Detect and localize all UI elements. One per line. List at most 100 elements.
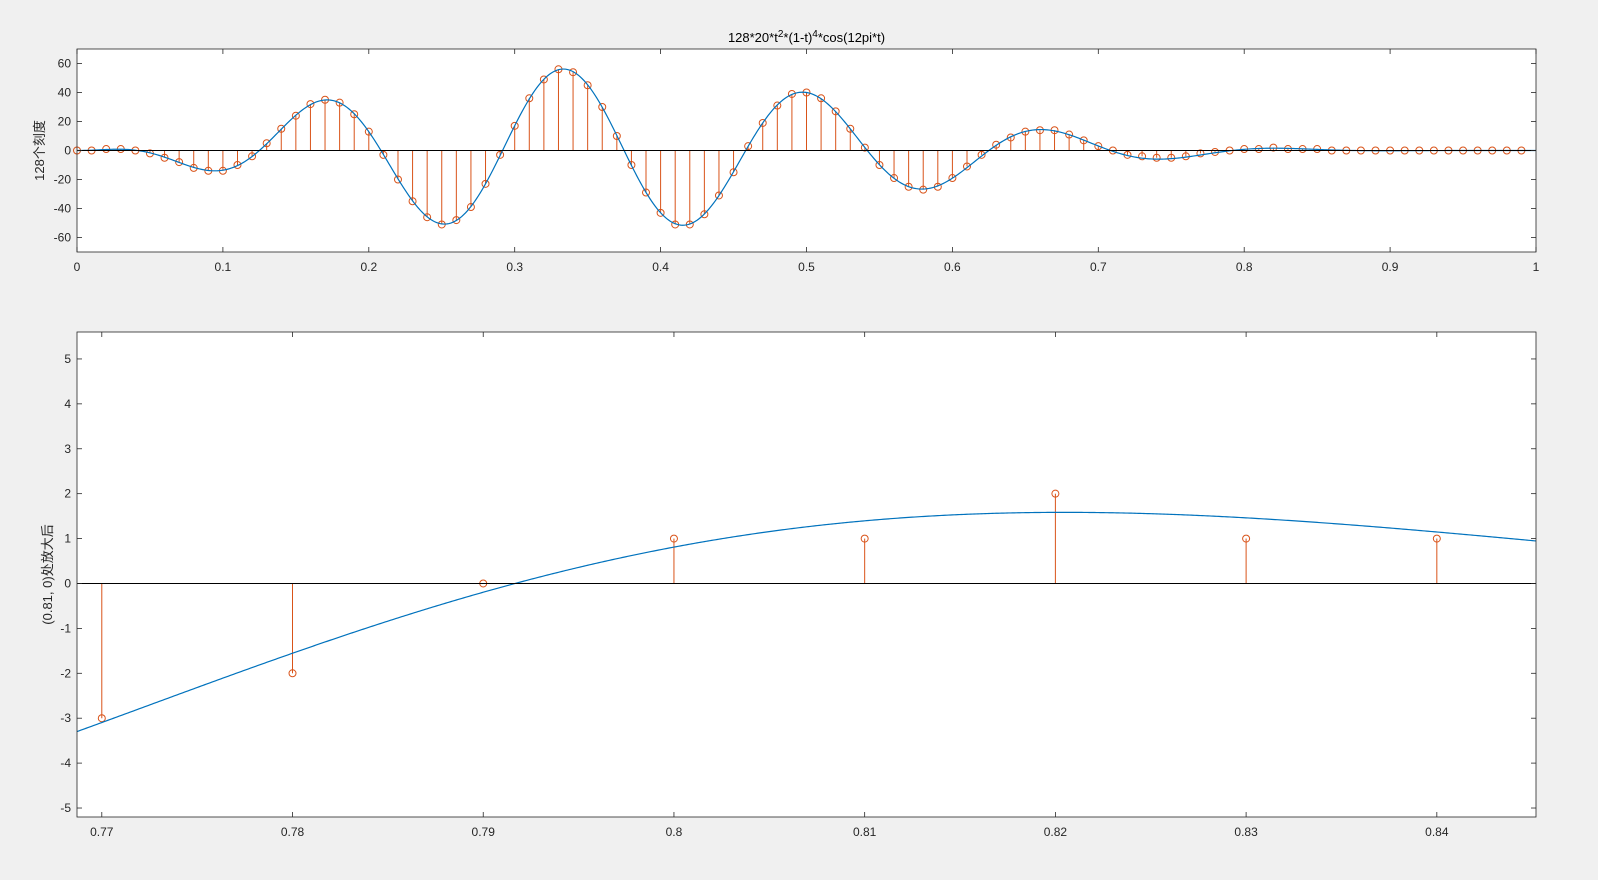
x-tick-label: 0.1 [215, 260, 232, 274]
top-axes: 0 0.1 0.2 0.3 0.4 0.5 0.6 0.7 0.8 0.9 1 -60 -40 -20 0 2… [32, 29, 1540, 275]
stem-marker [1196, 149, 1205, 158]
stem-marker [714, 191, 723, 200]
stem-marker [919, 185, 928, 194]
x-tick-label: 0.82 [1044, 825, 1068, 839]
x-tick-label: 0.83 [1234, 825, 1258, 839]
stem-marker [1432, 534, 1441, 543]
stem-marker [539, 75, 548, 84]
stem-marker [787, 89, 796, 98]
y-tick-label: -4 [60, 756, 71, 770]
top-curve-series [76, 68, 1536, 226]
y-tick-label: 0 [64, 576, 71, 590]
stem-marker [627, 161, 636, 169]
stem-marker [875, 161, 884, 169]
bottom-axes-frame [76, 331, 1537, 818]
stem-marker [700, 210, 709, 219]
y-tick-label: -5 [60, 801, 71, 815]
stem-marker [306, 100, 315, 109]
x-tick-label: 0.7 [1090, 260, 1107, 274]
stem-marker [860, 143, 869, 152]
stem-marker [758, 118, 767, 127]
stem-marker [831, 107, 840, 116]
bottom-curve-series [76, 511, 1537, 733]
stem-marker [1006, 133, 1015, 142]
stem-marker [977, 150, 986, 159]
stem-marker [1051, 489, 1060, 498]
stem-marker [97, 714, 106, 723]
y-tick-label: -60 [54, 231, 72, 245]
stem-marker [598, 103, 607, 111]
top-y-axis-label: 128个刻度 [32, 120, 47, 181]
stem-marker [510, 121, 519, 130]
stem-marker [291, 111, 300, 120]
stem-marker [948, 174, 957, 183]
stem-marker [1065, 130, 1074, 139]
stem-marker [729, 168, 738, 177]
x-tick-label: 0 [74, 260, 81, 274]
stem-marker [175, 158, 184, 167]
y-tick-label: -3 [60, 711, 71, 725]
x-tick-label: 0.78 [281, 825, 305, 839]
stem-marker [481, 179, 490, 188]
x-tick-label: 0.79 [472, 825, 496, 839]
x-tick-label: 0.9 [1382, 260, 1399, 274]
stem-marker [262, 139, 271, 148]
stem-marker [992, 140, 1001, 149]
stem-marker [846, 124, 855, 133]
y-tick-label: 4 [64, 397, 71, 411]
y-tick-label: -2 [60, 666, 71, 680]
stem-marker [773, 101, 782, 110]
y-tick-label: 3 [64, 442, 71, 456]
stem-marker [1242, 534, 1251, 543]
stem-marker [452, 216, 461, 225]
y-tick-label: -40 [54, 202, 72, 216]
stem-marker [860, 534, 869, 543]
stem-marker [525, 94, 534, 103]
stem-marker [350, 110, 359, 119]
x-tick-label: 0.8 [1236, 260, 1253, 274]
y-tick-label: 2 [64, 487, 71, 501]
x-tick-label: 0.77 [90, 825, 114, 839]
y-tick-label: -1 [60, 621, 71, 635]
stem-marker [408, 197, 417, 206]
x-tick-label: 0.3 [506, 260, 523, 274]
stem-marker [335, 98, 344, 107]
stem-marker [248, 152, 257, 161]
stem-marker [962, 162, 971, 171]
bottom-y-axis-label: (0.81, 0)处放大后 [40, 524, 55, 624]
stem-marker [393, 175, 402, 184]
stem-marker [583, 81, 592, 90]
stem-marker [1269, 143, 1278, 152]
top-chart-title: 128*20*t2*(1-t)4*cos(12pi*t) [728, 29, 885, 46]
y-tick-label: 20 [58, 115, 72, 129]
stem-marker [569, 68, 578, 77]
stem-marker [904, 182, 913, 191]
stem-marker [496, 150, 505, 159]
x-tick-label: 0.81 [853, 825, 877, 839]
stem-marker [233, 161, 242, 169]
stem-marker [612, 132, 621, 140]
stem-marker [642, 188, 651, 197]
stem-marker [1167, 153, 1176, 162]
bottom-axes: 0.77 0.78 0.79 0.8 0.81 0.82 0.83 0.84 -5 -4 -3 -2 -… [40, 331, 1537, 839]
stem-marker [277, 124, 286, 133]
y-tick-label: -20 [54, 173, 72, 187]
stem-marker [669, 534, 678, 543]
x-tick-label: 0.2 [360, 260, 377, 274]
stem-marker [817, 94, 826, 103]
stem-marker [656, 208, 665, 217]
stem-marker [1021, 127, 1030, 136]
stem-marker [1138, 152, 1147, 161]
bottom-ticks: 0.77 0.78 0.79 0.8 0.81 0.82 0.83 0.84 -5 -4 -3 -2 -… [60, 332, 1536, 839]
stem-marker [1079, 136, 1088, 145]
y-tick-label: 1 [64, 532, 71, 546]
stem-marker [288, 669, 297, 678]
x-tick-label: 0.6 [944, 260, 961, 274]
stem-marker [379, 150, 388, 159]
x-tick-label: 0.84 [1425, 825, 1449, 839]
bottom-plot-area [77, 332, 1536, 817]
y-tick-label: 0 [64, 144, 71, 158]
y-tick-label: 5 [64, 352, 71, 366]
stem-marker [1152, 153, 1161, 162]
